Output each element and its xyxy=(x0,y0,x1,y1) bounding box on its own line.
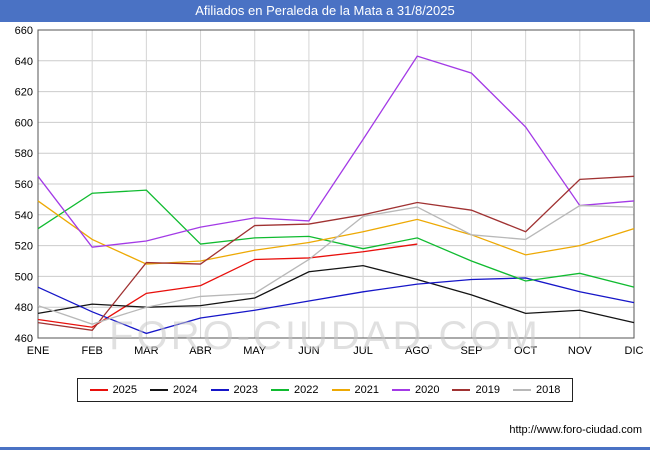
y-tick-label: 580 xyxy=(15,148,33,160)
footer-url[interactable]: http://www.foro-ciudad.com xyxy=(509,424,642,436)
x-tick-label: AGO xyxy=(405,345,430,357)
x-tick-label: MAR xyxy=(134,345,159,357)
legend-item-2020: 2020 xyxy=(391,384,440,396)
legend: 2025 2024 2023 2022 2021 2020 2019 2018 xyxy=(76,378,574,402)
legend-label: 2020 xyxy=(414,384,440,396)
legend-swatch xyxy=(210,389,229,391)
y-tick-label: 560 xyxy=(15,179,33,191)
series-line-2018 xyxy=(37,204,635,325)
legend-item-2023: 2023 xyxy=(210,384,259,396)
y-tick-label: 660 xyxy=(15,25,33,37)
legend-wrap: 2025 2024 2023 2022 2021 2020 2019 2018 xyxy=(0,378,650,402)
footer: http://www.foro-ciudad.com xyxy=(509,424,642,436)
series-line-2024 xyxy=(37,264,635,324)
x-tick-label: ABR xyxy=(189,345,212,357)
y-tick-label: 520 xyxy=(15,241,33,253)
y-tick-label: 620 xyxy=(15,87,33,99)
series-line-2022 xyxy=(37,189,635,288)
title-bar: Afiliados en Peraleda de la Mata a 31/8/… xyxy=(0,0,650,22)
x-tick-label: JUN xyxy=(298,345,319,357)
x-tick-label: FEB xyxy=(81,345,102,357)
y-tick-label: 480 xyxy=(15,302,33,314)
legend-label: 2018 xyxy=(535,384,561,396)
chart-title: Afiliados en Peraleda de la Mata a 31/8/… xyxy=(195,3,455,18)
legend-swatch xyxy=(512,389,531,391)
y-tick-label: 600 xyxy=(15,117,33,129)
y-tick-label: 500 xyxy=(15,271,33,283)
x-tick-label: ENE xyxy=(27,345,50,357)
legend-swatch xyxy=(150,389,169,391)
legend-label: 2021 xyxy=(354,384,379,396)
legend-item-2024: 2024 xyxy=(150,384,198,396)
x-tick-label: MAY xyxy=(243,345,267,357)
series-line-2020 xyxy=(37,55,635,248)
legend-swatch xyxy=(89,389,108,391)
legend-swatch xyxy=(391,389,410,391)
y-tick-label: 640 xyxy=(15,56,33,68)
x-tick-label: JUL xyxy=(353,345,373,357)
legend-item-2019: 2019 xyxy=(452,384,500,396)
bottom-border xyxy=(0,447,650,450)
series-line-2019 xyxy=(37,175,635,331)
x-tick-label: SEP xyxy=(460,345,482,357)
legend-label: 2024 xyxy=(173,384,198,396)
legend-item-2021: 2021 xyxy=(331,384,379,396)
line-chart: 460 480 500 520 540 560 580 600 620 640 660 ENE FEB M… xyxy=(15,25,644,357)
legend-item-2025: 2025 xyxy=(89,384,138,396)
legend-swatch xyxy=(452,389,471,391)
y-tick-label: 460 xyxy=(15,333,33,345)
legend-item-2022: 2022 xyxy=(271,384,319,396)
plot-border xyxy=(37,29,635,339)
legend-item-2018: 2018 xyxy=(512,384,561,396)
x-tick-label: DIC xyxy=(625,345,644,357)
x-tick-label: NOV xyxy=(568,345,593,357)
y-tick-label: 540 xyxy=(15,210,33,222)
chart-area: 460 480 500 520 540 560 580 600 620 640 660 ENE FEB M… xyxy=(0,22,650,364)
legend-label: 2022 xyxy=(294,384,319,396)
legend-swatch xyxy=(331,389,350,391)
x-tick-label: OCT xyxy=(514,345,538,357)
legend-swatch xyxy=(271,389,290,391)
legend-label: 2019 xyxy=(475,384,500,396)
legend-label: 2025 xyxy=(112,384,138,396)
legend-label: 2023 xyxy=(233,384,259,396)
